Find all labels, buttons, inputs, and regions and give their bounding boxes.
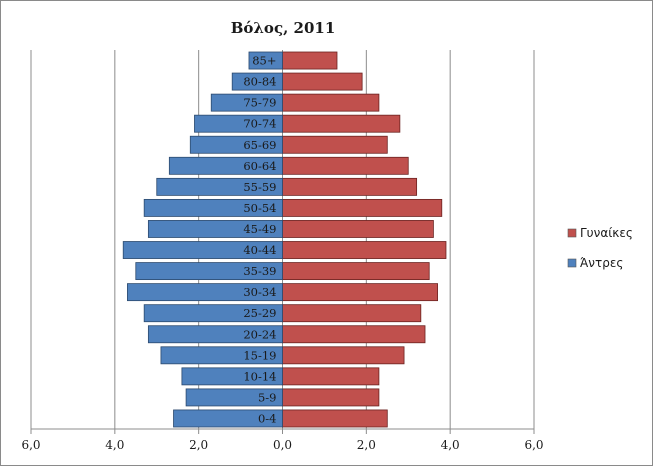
bar-women-40-44	[282, 241, 447, 259]
category-label-40-44: 40-44	[243, 243, 276, 257]
chart-title: Βόλος, 2011	[231, 19, 336, 37]
x-tick-label-2: 2,0	[189, 438, 208, 452]
bar-women-35-39	[282, 262, 430, 281]
category-label-45-49: 45-49	[243, 222, 276, 236]
bar-women-65-69	[282, 135, 388, 154]
bar-men-85+	[248, 51, 283, 70]
bar-men-55-59	[156, 177, 283, 196]
bar-men-75-79	[210, 93, 283, 112]
category-label-5-9: 5-9	[258, 390, 277, 404]
bar-men-10-14	[181, 367, 283, 386]
bar-women-80-84	[282, 72, 363, 91]
bar-women-20-24	[282, 325, 426, 344]
bar-men-65-69	[189, 135, 283, 154]
x-tick-label-1: 4,0	[105, 438, 124, 452]
bar-men-0-4	[173, 409, 283, 428]
x-tick-label-0: 6,0	[21, 438, 40, 452]
bar-women-60-64	[282, 156, 409, 175]
legend-label-1: Άντρες	[580, 256, 623, 270]
category-label-70-74: 70-74	[243, 117, 276, 131]
category-label-80-84: 80-84	[243, 75, 276, 89]
category-label-0-4: 0-4	[258, 411, 277, 425]
bar-women-85+	[282, 51, 338, 70]
bar-women-10-14	[282, 367, 380, 386]
category-label-25-29: 25-29	[243, 306, 276, 320]
bar-women-70-74	[282, 114, 401, 133]
bar-men-70-74	[194, 114, 283, 133]
gridlines	[30, 50, 535, 429]
bar-women-45-49	[282, 220, 434, 238]
bar-men-5-9	[185, 388, 283, 407]
bar-women-25-29	[282, 304, 422, 323]
category-label-30-34: 30-34	[243, 285, 276, 299]
bar-women-30-34	[282, 283, 438, 302]
category-label-65-69: 65-69	[243, 138, 276, 152]
legend-swatch-1	[567, 258, 577, 268]
legend: Γυναίκες Άντρες	[567, 226, 633, 270]
bar-women-5-9	[282, 388, 380, 407]
bar-men-50-54	[143, 198, 283, 217]
bar-women-50-54	[282, 198, 443, 217]
category-label-20-24: 20-24	[243, 327, 276, 341]
bar-men-45-49	[147, 220, 283, 238]
category-label-55-59: 55-59	[243, 180, 276, 194]
x-tick-label-6: 6,0	[524, 438, 543, 452]
x-tick-label-3: 0,0	[273, 438, 292, 452]
category-label-10-14: 10-14	[243, 369, 276, 383]
x-axis: 6,0 4,0 2,0 0,0 2,0 4,0 6,0	[21, 428, 544, 452]
category-label-35-39: 35-39	[243, 264, 276, 278]
legend-label-0: Γυναίκες	[580, 226, 633, 240]
category-label-75-79: 75-79	[243, 96, 276, 110]
bar-men-20-24	[147, 325, 283, 344]
bar-women-15-19	[282, 346, 405, 365]
bar-men-40-44	[122, 241, 283, 259]
bars	[122, 51, 447, 428]
category-labels: 0-4 5-9 10-14 15-19 20-24 25-29 30-34 35-39 40-4…	[243, 54, 276, 426]
bar-women-55-59	[282, 177, 418, 196]
x-tick-label-5: 4,0	[441, 438, 460, 452]
bar-men-25-29	[143, 304, 283, 323]
legend-swatch-0	[567, 228, 577, 238]
category-label-15-19: 15-19	[243, 348, 276, 362]
bar-men-15-19	[160, 346, 283, 365]
x-tick-label-4: 2,0	[357, 438, 376, 452]
bar-women-75-79	[282, 93, 380, 112]
bar-men-30-34	[127, 283, 283, 302]
bar-men-60-64	[168, 156, 283, 175]
bar-women-0-4	[282, 409, 388, 428]
category-label-60-64: 60-64	[243, 159, 276, 173]
category-label-85+: 85+	[252, 54, 276, 68]
bar-men-35-39	[135, 262, 283, 281]
bar-men-80-84	[231, 72, 283, 91]
category-label-50-54: 50-54	[243, 201, 276, 215]
